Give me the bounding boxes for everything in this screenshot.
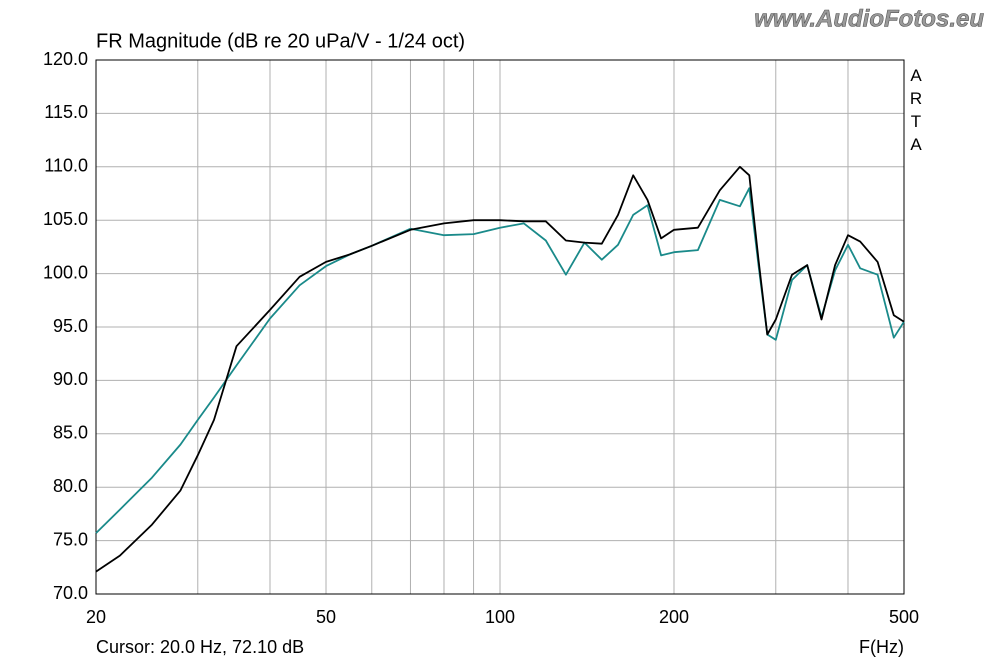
x-axis-label: F(Hz) xyxy=(859,637,904,657)
y-tick-label: 95.0 xyxy=(53,316,88,336)
x-tick-label: 50 xyxy=(316,607,336,627)
y-tick-label: 100.0 xyxy=(43,262,88,282)
cursor-readout: Cursor: 20.0 Hz, 72.10 dB xyxy=(96,637,304,657)
y-tick-label: 110.0 xyxy=(44,156,88,176)
response-line xyxy=(95,165,905,573)
x-tick-label: 500 xyxy=(889,607,919,627)
y-tick-label: 75.0 xyxy=(53,529,88,549)
y-tick-label: 115.0 xyxy=(44,102,88,122)
y-tick-label: 85.0 xyxy=(53,423,88,443)
chart-title: FR Magnitude (dB re 20 uPa/V - 1/24 oct) xyxy=(96,30,465,52)
y-tick-label: 120.0 xyxy=(43,49,88,69)
y-tick-label: 70.0 xyxy=(53,583,88,603)
x-tick-label: 20 xyxy=(86,607,106,627)
side-label: ARTA xyxy=(907,66,926,158)
x-tick-label: 200 xyxy=(659,607,689,627)
y-tick-label: 105.0 xyxy=(43,209,88,229)
x-tick-label: 100 xyxy=(485,607,515,627)
plot-frame xyxy=(95,59,905,595)
watermark: www.AudioFotos.eu xyxy=(754,5,984,32)
y-tick-label: 90.0 xyxy=(53,369,88,389)
y-tick-label: 80.0 xyxy=(53,476,88,496)
